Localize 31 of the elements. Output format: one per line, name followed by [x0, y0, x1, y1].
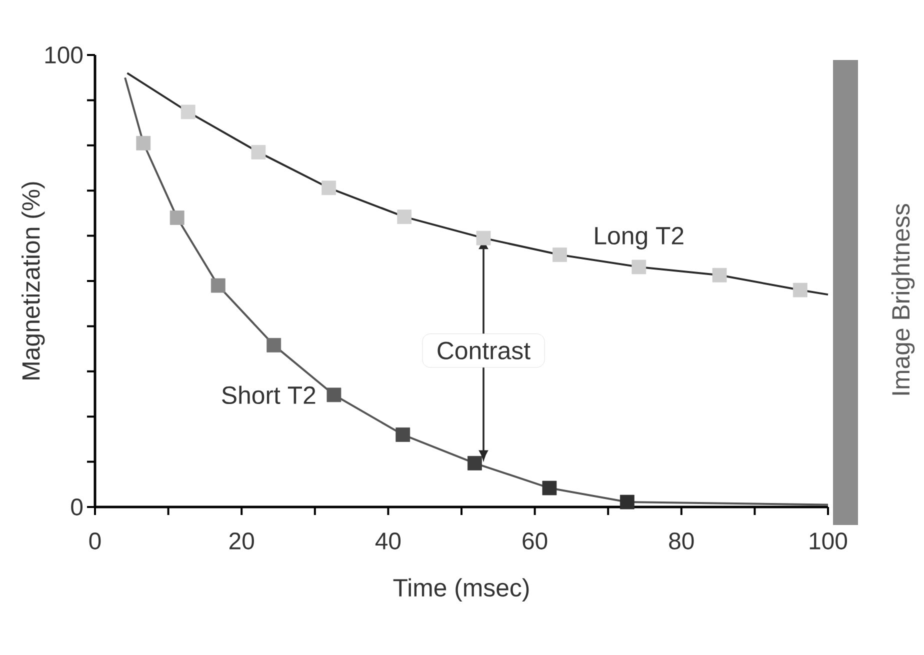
x-axis-title: Time (msec) [393, 578, 529, 602]
point [251, 144, 266, 160]
x-tick-label: 20 [230, 532, 254, 550]
point [210, 278, 226, 293]
series-label: Short T2 [222, 386, 316, 404]
line-series [126, 72, 830, 298]
x-tick-label: 100 [810, 532, 848, 550]
series-label: Long T2 [595, 226, 684, 250]
point [468, 456, 482, 470]
point [712, 268, 727, 282]
point [136, 136, 151, 150]
x-tick-label: 0 [89, 532, 101, 550]
point [542, 480, 557, 496]
point [476, 230, 491, 246]
color-bar-title: Image Brightness [891, 204, 915, 395]
point [266, 338, 282, 352]
y-axis-title: Magnetization (%) [22, 182, 45, 380]
x-tick-label: 40 [375, 532, 401, 550]
x-tick-label: 80 [669, 532, 694, 550]
point [792, 282, 808, 298]
point [322, 180, 336, 196]
point [620, 494, 634, 510]
point [632, 260, 646, 274]
point [397, 210, 412, 224]
point [396, 427, 410, 442]
point [326, 388, 342, 402]
annotation: Contrast [438, 342, 530, 360]
point [170, 210, 184, 225]
x-tick-label: 60 [522, 532, 548, 550]
point [552, 248, 567, 262]
point [180, 104, 196, 120]
